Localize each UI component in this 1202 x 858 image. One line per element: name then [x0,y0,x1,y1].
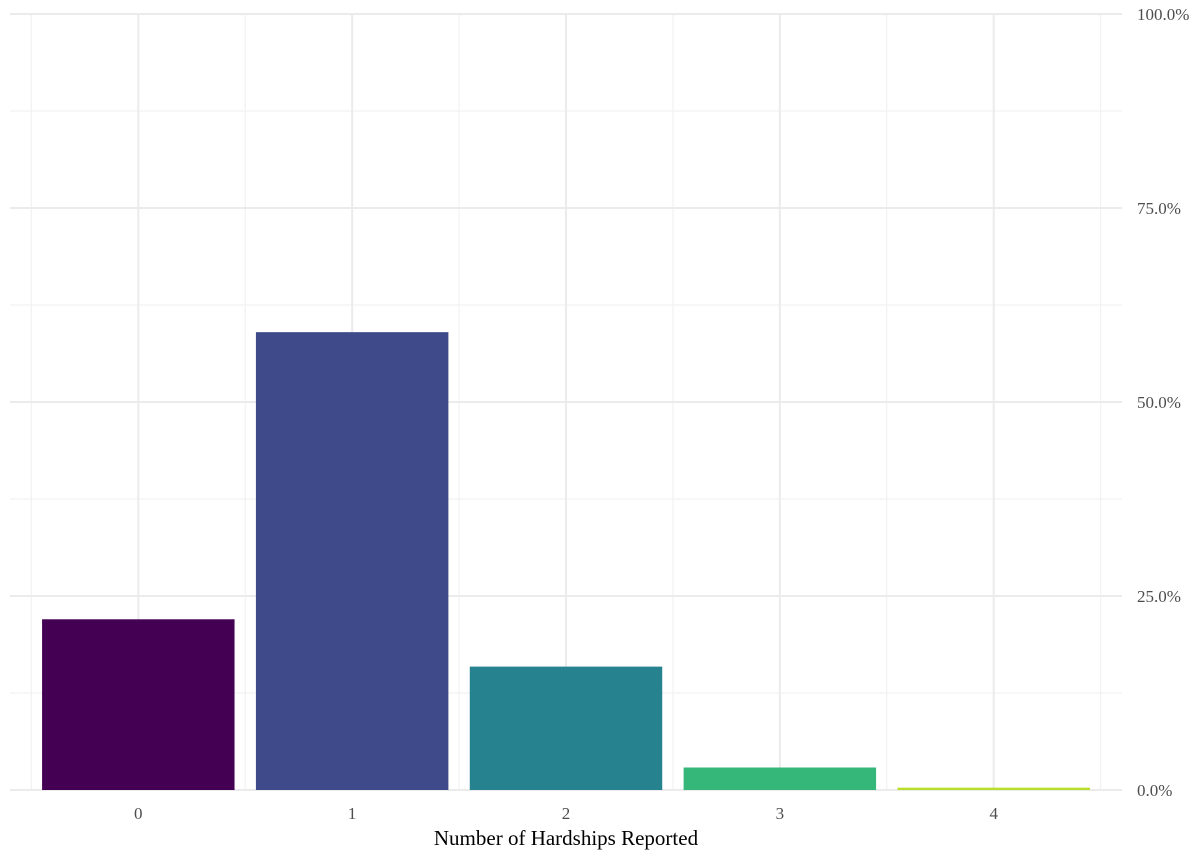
bar [42,619,235,790]
x-axis-title: Number of Hardships Reported [434,826,699,850]
x-tick-label: 4 [989,804,998,823]
y-tick-label: 50.0% [1137,393,1181,412]
y-tick-label: 100.0% [1137,5,1189,24]
bar [897,787,1090,790]
x-tick-label: 1 [348,804,357,823]
y-tick-label: 75.0% [1137,199,1181,218]
bars [42,332,1090,790]
grid-lines [10,13,1122,791]
y-tick-label: 0.0% [1137,781,1172,800]
x-tick-label: 2 [562,804,571,823]
y-tick-label: 25.0% [1137,587,1181,606]
bar [255,332,449,790]
x-tick-label: 0 [134,804,143,823]
y-axis-tick-labels: 0.0% 25.0% 50.0% 75.0% 100.0% [1137,5,1189,800]
bar [683,767,877,790]
x-tick-label: 3 [776,804,785,823]
x-axis-tick-labels: 0 1 2 3 4 [134,804,998,823]
bar [469,666,663,790]
